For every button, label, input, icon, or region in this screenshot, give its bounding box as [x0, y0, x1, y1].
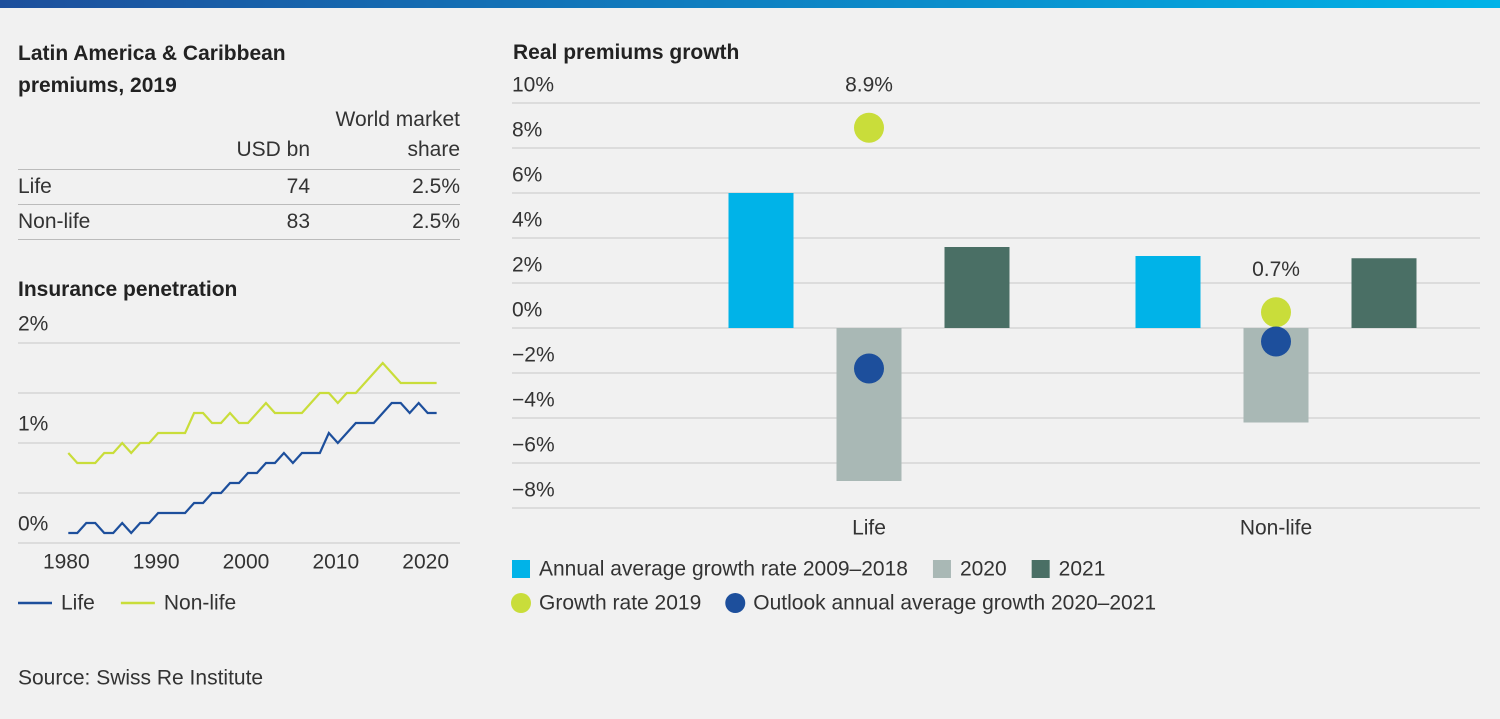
- legend-swatch: [512, 560, 530, 578]
- bar: [1351, 258, 1417, 328]
- y-tick-label: −6%: [512, 434, 555, 457]
- legend-swatch: [932, 560, 951, 578]
- col-header: World market share: [310, 105, 460, 170]
- dot: [1261, 326, 1291, 357]
- x-tick-label: Life: [852, 517, 886, 540]
- cell: Non-life: [18, 204, 148, 240]
- x-tick-label: 1980: [43, 551, 90, 574]
- line: [67, 361, 437, 465]
- y-tick-label: 1%: [18, 413, 48, 436]
- legend-label: Growth rate 2019: [539, 592, 701, 615]
- header-blank: [18, 105, 148, 170]
- y-tick-label: −8%: [512, 479, 555, 502]
- premiums-table: USD bn World market share Life 74 2.5% Non-…: [18, 105, 460, 240]
- legend-swatch: [725, 593, 746, 613]
- cell: 74: [148, 169, 310, 205]
- cell: 2.5%: [310, 169, 460, 205]
- cell: 2.5%: [310, 204, 460, 240]
- table-title: Latin America & Caribbean premiums, 2019: [18, 42, 286, 97]
- top-bar: [0, 0, 1500, 8]
- dot: [1261, 297, 1291, 328]
- legend-label: 2020: [960, 558, 1007, 581]
- legend-swatch: [511, 593, 531, 613]
- x-tick-label: 2000: [223, 551, 270, 574]
- legend-label: 2021: [1059, 558, 1106, 581]
- line: [68, 401, 437, 535]
- x-tick-label: 2020: [402, 551, 449, 574]
- bar: [944, 247, 1010, 328]
- bar: [836, 328, 902, 481]
- value-label: 0.7%: [1252, 258, 1300, 281]
- y-tick-label: 4%: [512, 209, 542, 232]
- x-tick-label: 2010: [312, 551, 359, 574]
- y-tick-label: −2%: [512, 344, 555, 367]
- dot: [854, 353, 884, 384]
- value-label: 8.9%: [845, 73, 893, 96]
- dot: [854, 112, 884, 143]
- y-tick-label: 2%: [512, 254, 542, 277]
- legend-label: Non-life: [164, 592, 236, 615]
- cell: Life: [18, 169, 148, 205]
- col-header: USD bn: [148, 105, 310, 170]
- legend-label: Annual average growth rate 2009–2018: [539, 558, 908, 581]
- y-tick-label: 8%: [512, 119, 542, 142]
- y-tick-label: 0%: [512, 299, 542, 322]
- x-tick-label: Non-life: [1240, 517, 1312, 540]
- legend-label: Life: [61, 592, 95, 615]
- chart-title: Insurance penetration: [18, 278, 238, 301]
- bar: [1135, 256, 1201, 328]
- bar: [728, 193, 794, 328]
- y-tick-label: 0%: [18, 513, 48, 536]
- source: Source: Swiss Re Institute: [18, 667, 263, 690]
- legend-label: Outlook annual average growth 2020–2021: [753, 592, 1156, 615]
- x-tick-label: 1990: [133, 551, 180, 574]
- legend-swatch: [1031, 560, 1050, 578]
- cell: 83: [148, 204, 310, 240]
- y-tick-label: 10%: [512, 74, 554, 97]
- y-tick-label: 6%: [512, 164, 542, 187]
- chart-title: Real premiums growth: [513, 41, 740, 64]
- y-tick-label: 2%: [18, 313, 48, 336]
- y-tick-label: −4%: [512, 389, 555, 412]
